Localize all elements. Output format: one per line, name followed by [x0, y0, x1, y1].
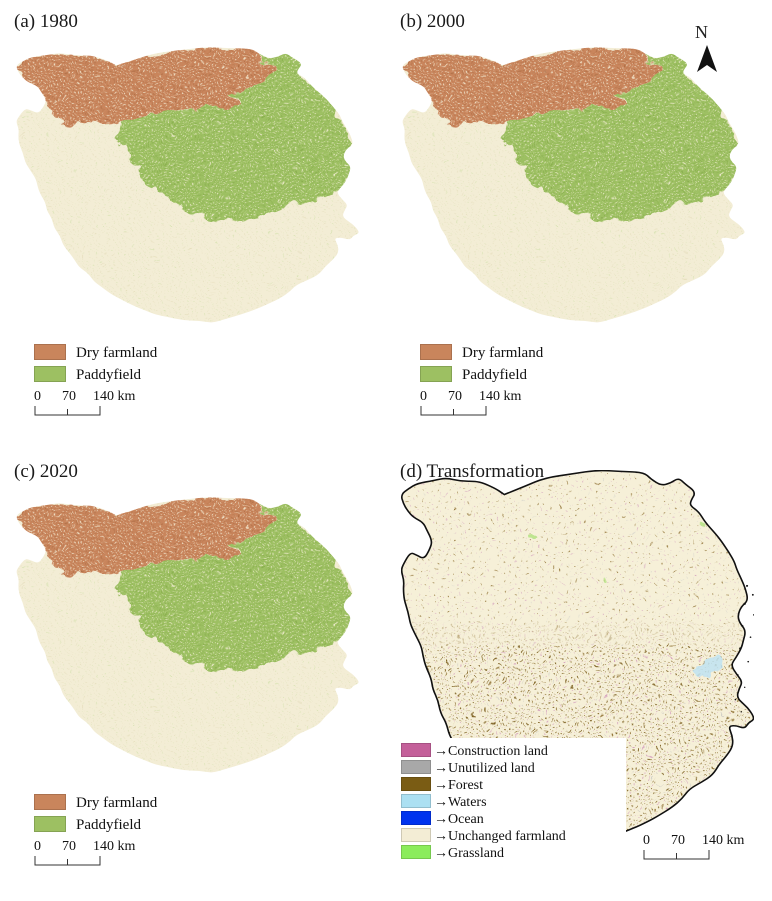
svg-text:0: 0	[34, 389, 41, 404]
svg-text:70: 70	[62, 389, 76, 404]
svg-text:0: 0	[34, 839, 41, 854]
svg-text:N: N	[695, 22, 708, 42]
svg-text:70: 70	[62, 839, 76, 854]
svg-text:140 km: 140 km	[93, 839, 136, 854]
svg-text:140 km: 140 km	[93, 389, 136, 404]
svg-text:0: 0	[420, 389, 427, 404]
svg-text:0: 0	[643, 833, 650, 848]
svg-text:140 km: 140 km	[702, 833, 745, 848]
svg-text:140 km: 140 km	[479, 389, 522, 404]
svg-text:70: 70	[671, 833, 685, 848]
svg-text:70: 70	[448, 389, 462, 404]
